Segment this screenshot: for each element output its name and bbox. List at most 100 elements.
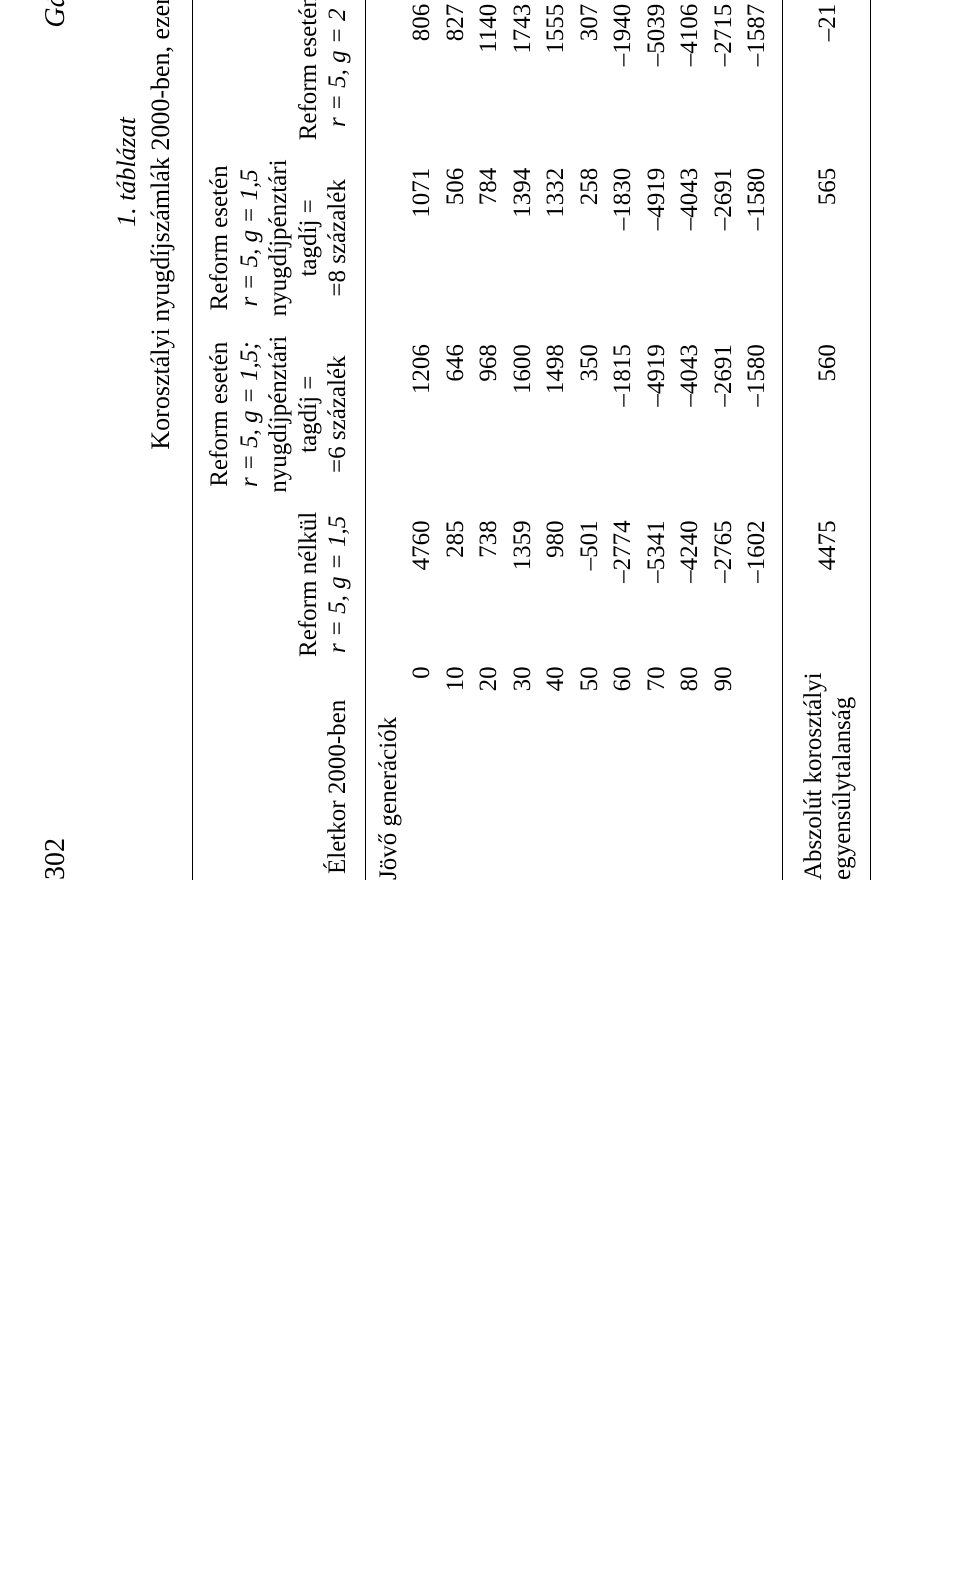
col-header-3-l4: tagdíj = (295, 199, 322, 276)
cell: 980 (539, 502, 573, 666)
row-age: 50 (573, 666, 607, 880)
table-row: 40 980 1498 1332 1555 1617 1164 1695 (539, 0, 573, 880)
cell: 827 (439, 0, 473, 150)
col-header-4-l2: r = 5, g = 2 (324, 9, 351, 127)
table-title: Korosztályi nyugdíjszámlák 2000-ben, eze… (146, 0, 176, 880)
col-header-3-l5: =8 százalék (324, 179, 351, 297)
cell: 1071 (405, 150, 439, 326)
table-label: 1. táblázat (112, 0, 142, 880)
cell: 1359 (506, 502, 540, 666)
running-head-authors: Gál Róbert Iván–Simonovits András–Tarcal… (40, 0, 72, 28)
col-header-2-l2: r = 5, g = 1,5; (236, 341, 263, 487)
cell: –4240 (673, 502, 707, 666)
col-header-3-l3: nyugdíjpénztári (265, 159, 292, 316)
cell: 4760 (405, 502, 439, 666)
summary-row: Abszolút korosztályi egyensúlytalanság 4… (782, 0, 870, 880)
row-age (740, 666, 782, 880)
cell: 285 (439, 502, 473, 666)
cell: –2691 (707, 150, 741, 326)
cell: –2691 (707, 326, 741, 502)
cell: 307 (573, 0, 607, 150)
table-row: 30 1359 1600 1394 1743 1904 1408 1880 (506, 0, 540, 880)
col-header-2: Reform esetén r = 5, g = 1,5; nyugdíjpén… (193, 326, 366, 502)
col-header-2-l4: tagdíj = (295, 376, 322, 453)
table-row: –1602 –1580 –1580 –1587 –1594 –1608 –158… (740, 0, 782, 880)
cell: –1587 (740, 0, 782, 150)
row-age: 90 (707, 666, 741, 880)
summary-label-l2: egyensúlytalanság (829, 697, 856, 880)
cell: –5341 (640, 502, 674, 666)
table-row: 80 –4240 –4043 –4043 –4106 –4171 –4298 –… (673, 0, 707, 880)
summary-label: Abszolút korosztályi egyensúlytalanság (782, 666, 870, 880)
row-age: 60 (606, 666, 640, 880)
cell: 1600 (506, 326, 540, 502)
row-age: 10 (439, 666, 473, 880)
cell: 350 (573, 326, 607, 502)
cell: 968 (472, 326, 506, 502)
cell: –1815 (606, 326, 640, 502)
cell: –1602 (740, 502, 782, 666)
row-age: 80 (673, 666, 707, 880)
running-head: 302 Gál Róbert Iván–Simonovits András–Ta… (40, 0, 72, 880)
col-header-1: Reform nélkül r = 5, g = 1,5 (193, 502, 366, 666)
col-header-2-l3: nyugdíjpénztári (265, 336, 292, 493)
cell: –1830 (606, 150, 640, 326)
data-table: Életkor 2000-ben Reform nélkül r = 5, g … (192, 0, 871, 880)
cell: –4919 (640, 326, 674, 502)
table-row: 60 –2774 –1815 –1830 –1940 –2073 –2426 –… (606, 0, 640, 880)
col-header-4-l1: Reform esetén (295, 0, 322, 140)
col-header-3-l1: Reform esetén (206, 165, 233, 310)
cell: 1743 (506, 0, 540, 150)
cell: –4043 (673, 150, 707, 326)
table-row: 90 –2765 –2691 –2691 –2715 –2740 –2787 –… (707, 0, 741, 880)
cell: –1580 (740, 326, 782, 502)
cell: 784 (472, 150, 506, 326)
summary-label-l1: Abszolút korosztályi (800, 672, 827, 880)
cell: 1140 (472, 0, 506, 150)
cell: 806 (405, 0, 439, 150)
row-age: 40 (539, 666, 573, 880)
summary-cell: 560 (782, 326, 870, 502)
cell: 1206 (405, 326, 439, 502)
col-header-rowlabel: Életkor 2000-ben (193, 666, 366, 880)
cell: –2774 (606, 502, 640, 666)
table-row: 20 738 968 784 1140 1344 859 1217 (472, 0, 506, 880)
col-header-1-l1: Reform nélkül (295, 512, 322, 657)
cell: –1940 (606, 0, 640, 150)
cell: –2765 (707, 502, 741, 666)
table-row: 70 –5341 –4919 –4919 –5039 –5163 –5416 –… (640, 0, 674, 880)
cell: –501 (573, 502, 607, 666)
cell: –2715 (707, 0, 741, 150)
summary-cell: 4475 (782, 502, 870, 666)
row-age: 30 (506, 666, 540, 880)
col-header-3: Reform esetén r = 5, g = 1,5 nyugdíjpénz… (193, 150, 366, 326)
table-row: 50 –501 350 258 307 258 –144 431 (573, 0, 607, 880)
cell: 1555 (539, 0, 573, 150)
cell: 646 (439, 326, 473, 502)
col-header-3-l2: r = 5, g = 1,5 (236, 169, 263, 306)
row-age: 70 (640, 666, 674, 880)
cell: –4919 (640, 150, 674, 326)
row-age: 20 (472, 666, 506, 880)
section-label: Jövő generációk (365, 0, 405, 880)
cell: –4043 (673, 326, 707, 502)
row-age: 0 (405, 666, 439, 880)
col-header-2-l5: =6 százalék (324, 355, 351, 473)
summary-cell: –21 (782, 0, 870, 150)
col-header-1-l2: r = 5, g = 1,5 (324, 516, 351, 653)
page-number: 302 (40, 838, 72, 880)
col-header-4: Reform esetén r = 5, g = 2 (193, 0, 366, 150)
cell: –5039 (640, 0, 674, 150)
summary-cell: 565 (782, 150, 870, 326)
col-header-2-l1: Reform esetén (206, 342, 233, 487)
cell: 1332 (539, 150, 573, 326)
table-row: 0 4760 1206 1071 806 408 1259 1383 (405, 0, 439, 880)
cell: 738 (472, 502, 506, 666)
cell: 1498 (539, 326, 573, 502)
table-row: 10 285 646 506 827 1056 576 838 (439, 0, 473, 880)
cell: 258 (573, 150, 607, 326)
cell: 1394 (506, 150, 540, 326)
cell: –1580 (740, 150, 782, 326)
cell: 506 (439, 150, 473, 326)
cell: –4106 (673, 0, 707, 150)
